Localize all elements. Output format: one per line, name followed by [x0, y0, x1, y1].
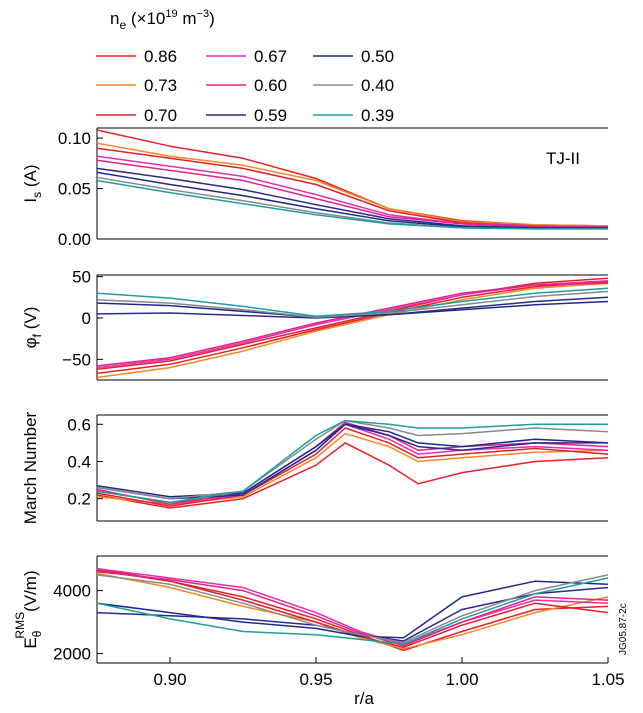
y-tick-label: 0.00	[58, 230, 91, 249]
y-axis-label-phi: φf (V)	[21, 307, 44, 349]
legend-label-0.70: 0.70	[144, 106, 177, 125]
panel-mach: 0.6 0.4 0.2 March Number	[21, 411, 609, 524]
x-axis-label: r/a	[354, 689, 374, 708]
legend-label-0.50: 0.50	[361, 47, 394, 66]
series-line-Is-0.39	[96, 179, 608, 230]
series-line-mach-0.60	[96, 421, 609, 506]
x-tick-label: 0.90	[153, 670, 186, 689]
series-line-mach-0.40	[96, 419, 609, 500]
series-line-Erms-0.67	[96, 567, 609, 645]
series-line-mach-0.73	[96, 432, 609, 506]
series-line-phi-0.70	[96, 280, 609, 375]
x-tick-label: 1.05	[591, 670, 624, 689]
legend-label-0.39: 0.39	[361, 106, 394, 125]
series-line-mach-0.86	[96, 442, 609, 509]
y-tick-label: 0.6	[67, 415, 91, 434]
legend-label-0.60: 0.60	[254, 76, 287, 95]
y-tick-label: 2000	[53, 645, 91, 664]
y-axis-label-Erms: EθRMS(V/m)	[13, 570, 44, 648]
series-line-Is-0.50	[96, 171, 609, 230]
series-line-mach-0.70	[96, 427, 609, 507]
series-line-Erms-0.60	[96, 570, 609, 647]
panel-Is: 0.10 0.05 0.00 Is (A)	[21, 127, 609, 249]
x-tick-label: 0.95	[299, 670, 332, 689]
panel-phi: 50 0 −50 φf (V)	[21, 268, 609, 381]
y-tick-label: 0.10	[58, 129, 91, 148]
x-axis: 0.90 0.95 1.00 1.05	[153, 657, 625, 689]
series-line-phi-0.39	[96, 287, 609, 318]
annotation-tj-ii: TJ-II	[546, 149, 580, 168]
y-tick-label: 50	[72, 268, 91, 287]
series-line-Erms-0.50	[96, 580, 609, 639]
series-line-phi-0.60	[96, 282, 609, 367]
series-line-phi-0.40	[96, 290, 609, 318]
y-tick-label: 0.4	[67, 452, 91, 471]
legend-label-0.40: 0.40	[361, 76, 394, 95]
legend-label-0.86: 0.86	[144, 47, 177, 66]
y-tick-label: 0	[82, 309, 91, 328]
panel-Erms: 4000 2000 EθRMS(V/m)	[13, 555, 609, 664]
y-tick-label: −50	[62, 350, 91, 369]
legend-label-0.73: 0.73	[144, 76, 177, 95]
series-line-Is-0.60	[96, 159, 608, 228]
series-line-phi-0.73	[96, 282, 609, 379]
series-line-Erms-0.39	[96, 577, 609, 645]
y-tick-label: 0.05	[58, 180, 91, 199]
legend-label-0.59: 0.59	[254, 106, 287, 125]
series-line-phi-0.86	[96, 277, 609, 371]
series-line-phi-0.50	[96, 300, 609, 318]
legend-label-0.67: 0.67	[254, 47, 287, 66]
legend-title: ne (×1019 m−3)	[110, 8, 215, 32]
series-line-Is-0.67	[96, 155, 609, 228]
figure-id-watermark: JG05.87-2c	[618, 603, 629, 655]
y-tick-label: 4000	[53, 582, 91, 601]
y-axis-label-Is: Is (A)	[21, 164, 44, 202]
x-tick-label: 1.00	[445, 670, 478, 689]
panels: 0.10 0.05 0.00 Is (A) 50 0 −50 φf (V) 0.6 0.4 0.2 M…	[13, 127, 625, 689]
y-axis-label-mach: March Number	[21, 411, 40, 524]
series-line-mach-0.39	[96, 419, 608, 504]
series-line-Erms-0.40	[96, 574, 609, 644]
series-line-Erms-0.73	[96, 572, 609, 650]
series-line-Is-0.73	[96, 142, 609, 227]
y-tick-label: 0.2	[67, 490, 91, 509]
legend: 0.86 0.73 0.70 0.67 0.60 0.59 0.50 0.40 0.39	[96, 47, 394, 125]
